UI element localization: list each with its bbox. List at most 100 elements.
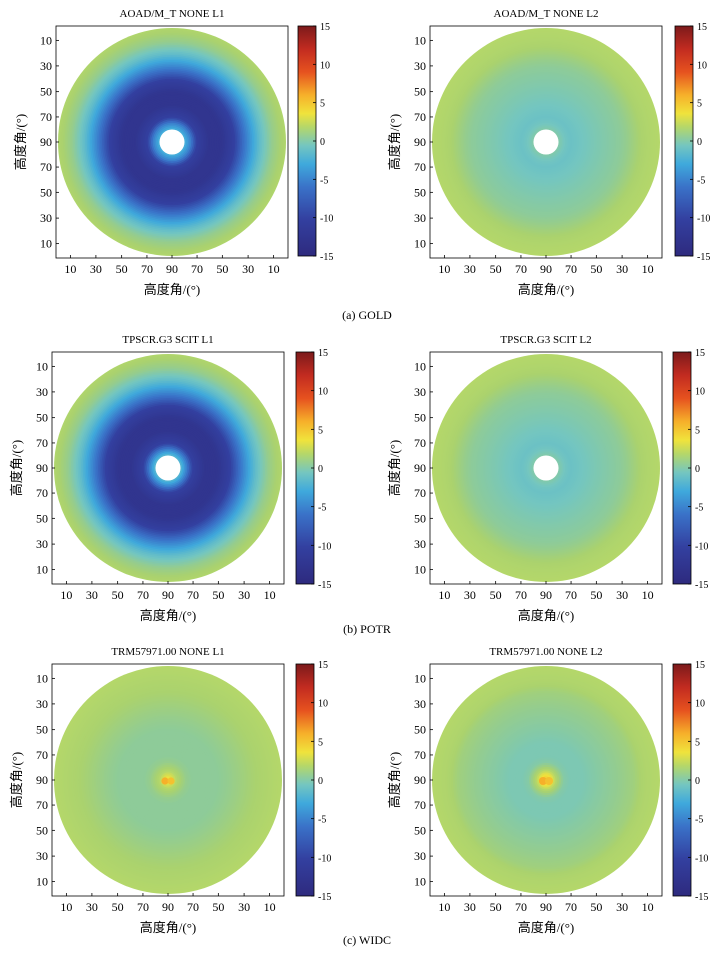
center-hole bbox=[533, 129, 559, 155]
colorbar-tick-label: 15 bbox=[697, 22, 707, 33]
center-hole bbox=[533, 455, 559, 481]
y-tick-label: 50 bbox=[36, 723, 48, 737]
colorbar-tick-label: 10 bbox=[318, 699, 328, 710]
x-tick-label: 10 bbox=[438, 900, 450, 914]
x-tick-label: 90 bbox=[540, 262, 552, 276]
x-tick-label: 90 bbox=[162, 588, 174, 602]
x-tick-label: 50 bbox=[590, 900, 602, 914]
y-tick-label: 70 bbox=[36, 798, 48, 812]
colorbar-tick-label: 15 bbox=[318, 348, 328, 359]
y-tick-label: 10 bbox=[40, 237, 52, 251]
y-tick-label: 90 bbox=[36, 461, 48, 475]
colorbar-tick-label: 0 bbox=[695, 776, 700, 787]
colorbar-tick-label: -5 bbox=[695, 815, 703, 826]
x-tick-label: 10 bbox=[60, 588, 72, 602]
colorbar-tick-label: 10 bbox=[320, 60, 330, 71]
x-tick-label: 50 bbox=[212, 900, 224, 914]
y-tick-label: 10 bbox=[414, 33, 426, 47]
caption-b: (b) POTR bbox=[343, 622, 391, 636]
center-hole bbox=[155, 455, 181, 481]
y-tick-label: 10 bbox=[36, 671, 48, 685]
colorbar-tick-label: -5 bbox=[695, 503, 703, 514]
x-tick-label: 70 bbox=[565, 900, 577, 914]
x-axis-label: 高度角/(°) bbox=[140, 920, 196, 935]
colorbar-tick-label: 10 bbox=[695, 387, 705, 398]
colorbar-tick-label: -15 bbox=[695, 580, 708, 591]
x-tick-label: 50 bbox=[112, 900, 124, 914]
colorbar-tick-label: -15 bbox=[697, 252, 710, 263]
x-tick-label: 30 bbox=[86, 588, 98, 602]
colorbar-tick-label: -15 bbox=[320, 252, 333, 263]
x-tick-label: 90 bbox=[540, 588, 552, 602]
y-tick-label: 30 bbox=[414, 537, 426, 551]
y-tick-label: 50 bbox=[414, 85, 426, 99]
colorbar-tick-label: 5 bbox=[695, 425, 700, 436]
x-tick-label: 90 bbox=[540, 900, 552, 914]
y-tick-label: 70 bbox=[414, 486, 426, 500]
x-tick-label: 10 bbox=[264, 588, 276, 602]
colorbar-tick-label: -5 bbox=[318, 503, 326, 514]
y-tick-label: 70 bbox=[36, 436, 48, 450]
x-tick-label: 10 bbox=[642, 262, 654, 276]
colorbar-tick-label: -15 bbox=[318, 892, 331, 903]
y-tick-label: 90 bbox=[414, 773, 426, 787]
y-tick-label: 50 bbox=[36, 411, 48, 425]
y-axis-label: 高度角/(°) bbox=[9, 752, 24, 808]
colorbar-tick-label: 5 bbox=[318, 737, 323, 748]
colorbar-tick-label: 5 bbox=[318, 425, 323, 436]
y-tick-label: 10 bbox=[414, 237, 426, 251]
x-tick-label: 70 bbox=[191, 262, 203, 276]
colorbar-tick-label: 10 bbox=[697, 60, 707, 71]
center-spot bbox=[538, 776, 548, 786]
colorbar-tick-label: -15 bbox=[318, 580, 331, 591]
y-tick-label: 50 bbox=[414, 511, 426, 525]
y-tick-label: 10 bbox=[414, 563, 426, 577]
y-tick-label: 70 bbox=[414, 160, 426, 174]
y-tick-label: 10 bbox=[414, 359, 426, 373]
y-tick-label: 70 bbox=[414, 748, 426, 762]
x-tick-label: 70 bbox=[187, 900, 199, 914]
x-tick-label: 30 bbox=[242, 262, 254, 276]
y-tick-label: 10 bbox=[40, 33, 52, 47]
y-tick-label: 30 bbox=[414, 59, 426, 73]
x-tick-label: 30 bbox=[238, 900, 250, 914]
y-tick-label: 30 bbox=[414, 385, 426, 399]
y-tick-label: 70 bbox=[414, 798, 426, 812]
y-tick-label: 30 bbox=[36, 537, 48, 551]
x-tick-label: 30 bbox=[90, 262, 102, 276]
colorbar-tick-label: -10 bbox=[695, 853, 708, 864]
y-tick-label: 10 bbox=[414, 875, 426, 889]
x-axis-label: 高度角/(°) bbox=[518, 920, 574, 935]
panel-title: TPSCR.G3 SCIT L2 bbox=[500, 334, 591, 346]
x-tick-label: 10 bbox=[438, 262, 450, 276]
colorbar-tick-label: -10 bbox=[695, 541, 708, 552]
center-spot bbox=[161, 777, 169, 785]
x-tick-label: 50 bbox=[490, 262, 502, 276]
x-tick-label: 70 bbox=[515, 262, 527, 276]
y-tick-label: 30 bbox=[36, 385, 48, 399]
colorbar-tick-label: -10 bbox=[320, 214, 333, 225]
y-tick-label: 50 bbox=[36, 511, 48, 525]
y-axis-label: 高度角/(°) bbox=[387, 752, 402, 808]
panel-title: AOAD/M_T NONE L2 bbox=[494, 8, 599, 20]
y-tick-label: 70 bbox=[414, 110, 426, 124]
y-tick-label: 70 bbox=[36, 748, 48, 762]
x-tick-label: 10 bbox=[268, 262, 280, 276]
y-tick-label: 90 bbox=[414, 461, 426, 475]
colorbar-tick-label: 15 bbox=[320, 22, 330, 33]
y-tick-label: 50 bbox=[414, 411, 426, 425]
colorbar-tick-label: 15 bbox=[695, 348, 705, 359]
colorbar-tick-label: -5 bbox=[320, 175, 328, 186]
x-tick-label: 10 bbox=[264, 900, 276, 914]
y-tick-label: 30 bbox=[40, 59, 52, 73]
colorbar-tick-label: 0 bbox=[697, 137, 702, 148]
x-tick-label: 90 bbox=[162, 900, 174, 914]
panel-title: AOAD/M_T NONE L1 bbox=[120, 8, 225, 20]
colorbar-tick-label: 0 bbox=[318, 776, 323, 787]
